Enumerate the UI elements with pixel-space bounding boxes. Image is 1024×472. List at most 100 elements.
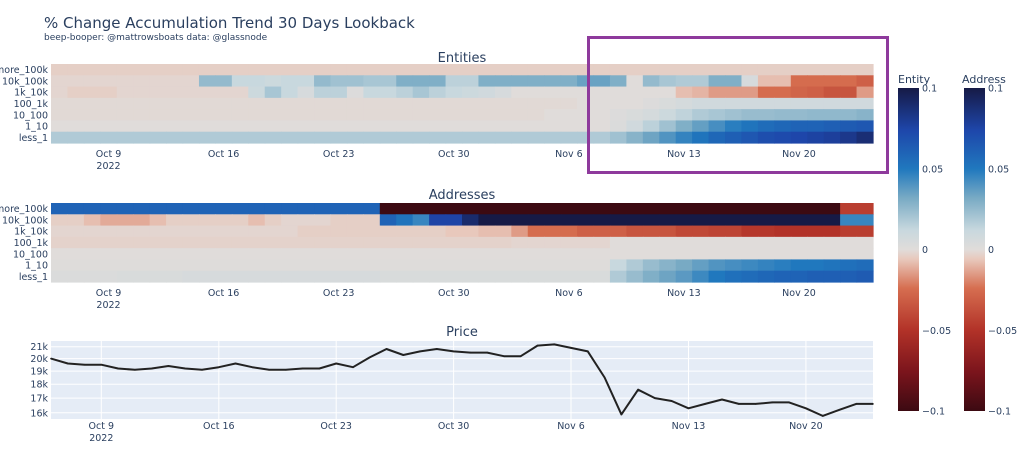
heatmap-cell	[67, 259, 85, 272]
heatmap-cell	[741, 120, 759, 133]
heatmap-cell	[264, 259, 282, 272]
heatmap-cell	[494, 131, 512, 144]
heatmap-cell	[116, 270, 134, 283]
heatmap-cell	[83, 259, 101, 272]
heatmap-cell	[675, 64, 693, 76]
heatmap-cell	[626, 97, 644, 110]
heatmap-cell	[807, 97, 825, 110]
heatmap-cell	[83, 131, 101, 144]
heatmap-cell	[725, 97, 743, 110]
heatmap-cell	[659, 259, 677, 272]
heatmap-cell	[692, 131, 710, 144]
heatmap-cell	[67, 203, 85, 215]
heatmap-cell	[198, 203, 216, 215]
heatmap-cell	[100, 270, 118, 283]
heatmap-cell	[675, 270, 693, 283]
price-point	[637, 388, 639, 391]
heatmap-cell	[198, 120, 216, 133]
heatmap-cell	[264, 225, 282, 238]
price-point	[687, 407, 690, 410]
heatmap-cell	[248, 86, 266, 99]
heatmap-cell	[692, 236, 710, 249]
heatmap-cell	[511, 203, 529, 215]
heatmap-cell	[462, 248, 480, 261]
heatmap-cell	[412, 225, 430, 238]
heatmap-cell	[248, 109, 266, 122]
heatmap-cell	[297, 248, 315, 261]
heatmap-cell	[100, 236, 118, 249]
heatmap-cell	[807, 75, 825, 88]
heatmap-cell	[823, 86, 841, 99]
heatmap-cell	[462, 64, 480, 76]
heatmap-cell	[379, 270, 397, 283]
heatmap-cell	[659, 64, 677, 76]
colorbar-tick-label: 0.1	[922, 84, 937, 95]
heatmap-cell	[462, 86, 480, 99]
addresses-title: Addresses	[429, 188, 496, 203]
heatmap-cell	[609, 120, 627, 133]
heatmap-cell	[494, 203, 512, 215]
heatmap-cell	[412, 64, 430, 76]
entities-heatmap: Entities more_100k10k_100k1k_10k100_1k10…	[0, 51, 874, 172]
heatmap-cell	[708, 86, 726, 99]
heatmap-cell	[182, 203, 200, 215]
heatmap-cell	[840, 236, 858, 249]
heatmap-cell	[544, 120, 562, 133]
heatmap-cell	[330, 248, 348, 261]
heatmap-cell	[149, 203, 167, 215]
heatmap-cell	[412, 248, 430, 261]
heatmap-cell	[642, 236, 660, 249]
heatmap-cell	[264, 236, 282, 249]
heatmap-cell	[379, 259, 397, 272]
heatmap-cell	[363, 203, 381, 215]
row-label: 1_10	[25, 122, 48, 133]
heatmap-cell	[511, 236, 529, 249]
heatmap-cell	[182, 86, 200, 99]
price-series-line	[50, 343, 873, 417]
heatmap-cell	[396, 270, 414, 283]
heatmap-cell	[675, 120, 693, 133]
heatmap-cell	[330, 109, 348, 122]
heatmap-cell	[264, 120, 282, 133]
row-label: 1_10	[25, 261, 48, 272]
heatmap-cell	[51, 248, 69, 261]
heatmap-cell	[412, 86, 430, 99]
heatmap-cell	[757, 236, 775, 249]
heatmap-cell	[807, 270, 825, 283]
heatmap-cell	[215, 97, 233, 110]
heatmap-cell	[379, 131, 397, 144]
heatmap-cell	[346, 97, 364, 110]
heatmap-cell	[297, 236, 315, 249]
heatmap-cell	[544, 225, 562, 238]
heatmap-cell	[642, 225, 660, 238]
heatmap-cell	[494, 64, 512, 76]
heatmap-cell	[609, 131, 627, 144]
price-point	[503, 355, 505, 358]
price-point	[838, 409, 841, 411]
heatmap-cell	[346, 64, 364, 76]
heatmap-cell	[396, 248, 414, 261]
heatmap-cell	[593, 259, 611, 272]
heatmap-cell	[790, 86, 808, 99]
heatmap-cell	[51, 97, 69, 110]
heatmap-cell	[215, 109, 233, 122]
heatmap-cell	[774, 120, 792, 133]
heatmap-cell	[330, 236, 348, 249]
heatmap-cell	[264, 64, 282, 76]
heatmap-cell	[790, 259, 808, 272]
heatmap-cell	[675, 236, 693, 249]
price-point	[855, 403, 857, 405]
address-colorbar-gradient	[964, 88, 985, 411]
heatmap-cell	[494, 109, 512, 122]
heatmap-cell	[757, 214, 775, 227]
heatmap-cell	[297, 225, 315, 238]
heatmap-cell	[429, 75, 447, 88]
heatmap-cell	[182, 97, 200, 110]
heatmap-cell	[494, 97, 512, 110]
heatmap-cell	[215, 203, 233, 215]
heatmap-cell	[83, 86, 101, 99]
heatmap-cell	[149, 75, 167, 88]
heatmap-cell	[741, 270, 759, 283]
heatmap-cell	[527, 109, 545, 122]
